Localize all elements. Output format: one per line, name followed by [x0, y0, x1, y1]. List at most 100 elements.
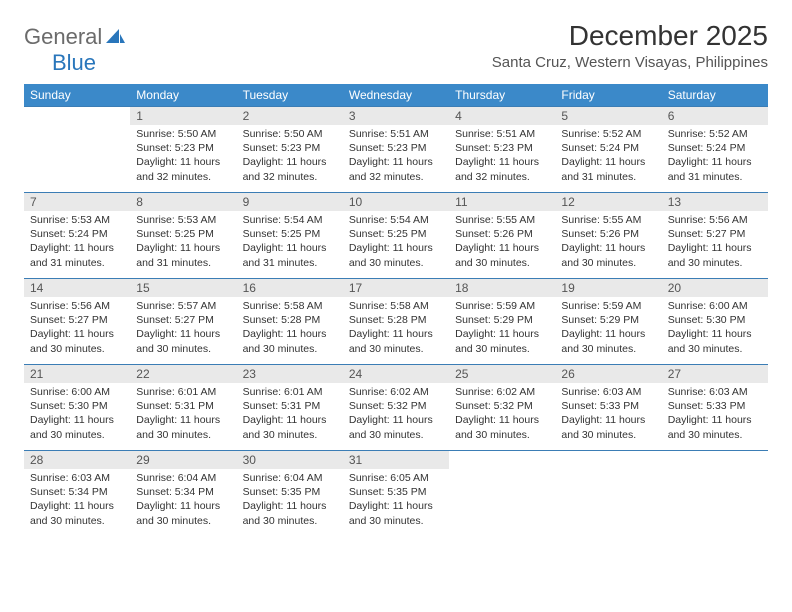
day-number: 20	[662, 278, 768, 297]
sunset-line: Sunset: 5:33 PM	[668, 399, 762, 413]
day-content: Sunrise: 6:00 AMSunset: 5:30 PMDaylight:…	[662, 297, 768, 362]
sunset-line: Sunset: 5:24 PM	[30, 227, 124, 241]
daylight-line: Daylight: 11 hours and 30 minutes.	[668, 241, 762, 269]
day-content: Sunrise: 5:51 AMSunset: 5:23 PMDaylight:…	[343, 125, 449, 190]
calendar-cell: 22Sunrise: 6:01 AMSunset: 5:31 PMDayligh…	[130, 364, 236, 450]
sunrise-line: Sunrise: 6:04 AM	[136, 471, 230, 485]
day-number: 5	[555, 106, 661, 125]
daylight-line: Daylight: 11 hours and 30 minutes.	[349, 241, 443, 269]
sunrise-line: Sunrise: 6:00 AM	[668, 299, 762, 313]
day-number: 10	[343, 192, 449, 211]
day-number: 11	[449, 192, 555, 211]
sunset-line: Sunset: 5:28 PM	[243, 313, 337, 327]
sunset-line: Sunset: 5:23 PM	[455, 141, 549, 155]
calendar-cell: 16Sunrise: 5:58 AMSunset: 5:28 PMDayligh…	[237, 278, 343, 364]
sunset-line: Sunset: 5:31 PM	[136, 399, 230, 413]
weekday-header: Monday	[130, 84, 236, 106]
sunset-line: Sunset: 5:25 PM	[136, 227, 230, 241]
weekday-header: Friday	[555, 84, 661, 106]
calendar-cell: 30Sunrise: 6:04 AMSunset: 5:35 PMDayligh…	[237, 450, 343, 536]
day-number: 17	[343, 278, 449, 297]
day-content: Sunrise: 6:01 AMSunset: 5:31 PMDaylight:…	[130, 383, 236, 448]
sunset-line: Sunset: 5:30 PM	[668, 313, 762, 327]
daylight-line: Daylight: 11 hours and 30 minutes.	[243, 413, 337, 441]
calendar-cell	[449, 450, 555, 536]
daylight-line: Daylight: 11 hours and 32 minutes.	[455, 155, 549, 183]
day-number-empty	[449, 450, 555, 469]
daylight-line: Daylight: 11 hours and 31 minutes.	[136, 241, 230, 269]
sunset-line: Sunset: 5:24 PM	[668, 141, 762, 155]
sunrise-line: Sunrise: 6:00 AM	[30, 385, 124, 399]
sunrise-line: Sunrise: 5:58 AM	[349, 299, 443, 313]
calendar-cell: 13Sunrise: 5:56 AMSunset: 5:27 PMDayligh…	[662, 192, 768, 278]
sunrise-line: Sunrise: 5:54 AM	[349, 213, 443, 227]
sunset-line: Sunset: 5:30 PM	[30, 399, 124, 413]
sunrise-line: Sunrise: 5:58 AM	[243, 299, 337, 313]
sunset-line: Sunset: 5:23 PM	[136, 141, 230, 155]
day-number-empty	[24, 106, 130, 125]
sunrise-line: Sunrise: 6:02 AM	[455, 385, 549, 399]
daylight-line: Daylight: 11 hours and 30 minutes.	[136, 413, 230, 441]
daylight-line: Daylight: 11 hours and 30 minutes.	[30, 413, 124, 441]
day-content: Sunrise: 6:03 AMSunset: 5:33 PMDaylight:…	[662, 383, 768, 448]
daylight-line: Daylight: 11 hours and 30 minutes.	[243, 327, 337, 355]
sunset-line: Sunset: 5:35 PM	[349, 485, 443, 499]
calendar-cell: 11Sunrise: 5:55 AMSunset: 5:26 PMDayligh…	[449, 192, 555, 278]
sunrise-line: Sunrise: 5:59 AM	[561, 299, 655, 313]
sunset-line: Sunset: 5:31 PM	[243, 399, 337, 413]
daylight-line: Daylight: 11 hours and 30 minutes.	[668, 413, 762, 441]
calendar-cell: 20Sunrise: 6:00 AMSunset: 5:30 PMDayligh…	[662, 278, 768, 364]
daylight-line: Daylight: 11 hours and 30 minutes.	[349, 499, 443, 527]
daylight-line: Daylight: 11 hours and 30 minutes.	[136, 327, 230, 355]
calendar-cell: 19Sunrise: 5:59 AMSunset: 5:29 PMDayligh…	[555, 278, 661, 364]
sunset-line: Sunset: 5:27 PM	[30, 313, 124, 327]
day-content: Sunrise: 6:04 AMSunset: 5:35 PMDaylight:…	[237, 469, 343, 534]
calendar-cell: 25Sunrise: 6:02 AMSunset: 5:32 PMDayligh…	[449, 364, 555, 450]
calendar-cell: 14Sunrise: 5:56 AMSunset: 5:27 PMDayligh…	[24, 278, 130, 364]
day-number: 21	[24, 364, 130, 383]
daylight-line: Daylight: 11 hours and 31 minutes.	[668, 155, 762, 183]
day-content: Sunrise: 5:53 AMSunset: 5:24 PMDaylight:…	[24, 211, 130, 276]
daylight-line: Daylight: 11 hours and 31 minutes.	[30, 241, 124, 269]
daylight-line: Daylight: 11 hours and 30 minutes.	[349, 327, 443, 355]
calendar-week-row: 1Sunrise: 5:50 AMSunset: 5:23 PMDaylight…	[24, 106, 768, 192]
daylight-line: Daylight: 11 hours and 30 minutes.	[668, 327, 762, 355]
calendar-cell: 17 Sunrise: 5:58 AMSunset: 5:28 PMDayligh…	[343, 278, 449, 364]
calendar-cell	[555, 450, 661, 536]
sunrise-line: Sunrise: 6:04 AM	[243, 471, 337, 485]
logo: GeneralBlue	[24, 24, 126, 76]
day-number: 29	[130, 450, 236, 469]
calendar-cell: 18Sunrise: 5:59 AMSunset: 5:29 PMDayligh…	[449, 278, 555, 364]
sunset-line: Sunset: 5:34 PM	[136, 485, 230, 499]
day-number: 27	[662, 364, 768, 383]
day-content: Sunrise: 5:59 AMSunset: 5:29 PMDaylight:…	[555, 297, 661, 362]
day-content: Sunrise: 5:58 AMSunset: 5:28 PMDaylight:…	[237, 297, 343, 362]
daylight-line: Daylight: 11 hours and 30 minutes.	[455, 413, 549, 441]
day-number: 1	[130, 106, 236, 125]
sunrise-line: Sunrise: 6:01 AM	[136, 385, 230, 399]
day-number: 24	[343, 364, 449, 383]
day-number: 15	[130, 278, 236, 297]
day-number: 16	[237, 278, 343, 297]
sunrise-line: Sunrise: 5:54 AM	[243, 213, 337, 227]
weekday-header: Wednesday	[343, 84, 449, 106]
location-subtitle: Santa Cruz, Western Visayas, Philippines	[492, 54, 768, 71]
sunrise-line: Sunrise: 5:52 AM	[668, 127, 762, 141]
day-number: 23	[237, 364, 343, 383]
weekday-header: Thursday	[449, 84, 555, 106]
weekday-header: Sunday	[24, 84, 130, 106]
calendar-week-row: 14Sunrise: 5:56 AMSunset: 5:27 PMDayligh…	[24, 278, 768, 364]
day-number: 14	[24, 278, 130, 297]
day-number: 7	[24, 192, 130, 211]
day-content: Sunrise: 5:54 AMSunset: 5:25 PMDaylight:…	[237, 211, 343, 276]
day-number: 22	[130, 364, 236, 383]
sunrise-line: Sunrise: 6:05 AM	[349, 471, 443, 485]
sunset-line: Sunset: 5:26 PM	[455, 227, 549, 241]
daylight-line: Daylight: 11 hours and 30 minutes.	[349, 413, 443, 441]
day-number: 6	[662, 106, 768, 125]
calendar-cell	[662, 450, 768, 536]
calendar-week-row: 21Sunrise: 6:00 AMSunset: 5:30 PMDayligh…	[24, 364, 768, 450]
sunset-line: Sunset: 5:28 PM	[349, 313, 443, 327]
logo-text-blue: Blue	[52, 50, 96, 75]
calendar-week-row: 7Sunrise: 5:53 AMSunset: 5:24 PMDaylight…	[24, 192, 768, 278]
